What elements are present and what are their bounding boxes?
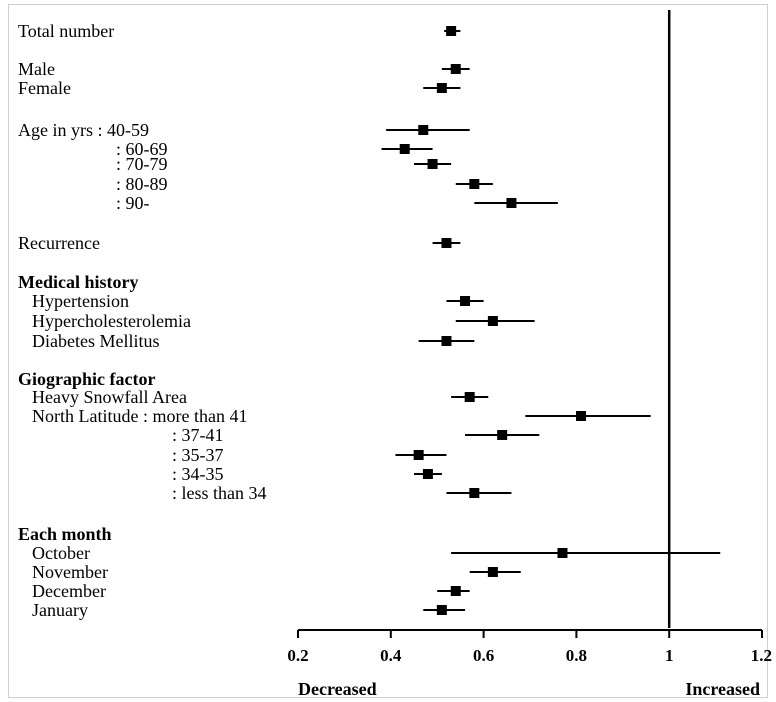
point-estimate: [506, 198, 517, 208]
point-estimate: [399, 144, 410, 154]
row-label: Hypertension: [32, 291, 129, 311]
row-label: December: [32, 581, 106, 601]
point-estimate: [469, 488, 480, 498]
row-label: Total number: [18, 21, 114, 41]
x-tick-label: 0.6: [473, 646, 494, 665]
point-estimate: [469, 179, 480, 189]
point-estimate: [436, 605, 447, 615]
x-tick-label: 1: [665, 646, 674, 665]
x-axis: 0.2 0.4 0.6 0.8 1 1.2: [287, 629, 772, 665]
row-label: October: [32, 543, 90, 563]
row-label: : 80-89: [116, 174, 168, 194]
row-label: North Latitude : more than 41: [32, 406, 247, 426]
point-estimate: [418, 125, 429, 135]
row-label: Age in yrs : 40-59: [18, 120, 149, 140]
row-label: : 60-69: [116, 139, 168, 159]
group-header: Giographic factor: [18, 369, 155, 389]
point-estimate: [557, 548, 568, 558]
point-estimate: [446, 26, 457, 36]
row-label: : less than 34: [172, 483, 267, 503]
point-estimate: [450, 586, 461, 596]
point-estimate: [497, 430, 508, 440]
chart-frame: [8, 4, 768, 698]
increased-label: Increased: [685, 679, 760, 699]
decreased-label: Decreased: [298, 679, 377, 699]
row-label: Male: [18, 59, 55, 79]
row-label: : 34-35: [172, 464, 224, 484]
row-label: Heavy Snowfall Area: [32, 387, 187, 407]
row-label: : 90-: [116, 193, 150, 213]
point-estimate: [427, 159, 438, 169]
point-estimate: [413, 450, 424, 460]
row-label: Recurrence: [18, 233, 100, 253]
point-estimate: [441, 238, 452, 248]
row-label: Female: [18, 78, 71, 98]
x-tick-label: 0.4: [380, 646, 402, 665]
row-label: : 35-37: [172, 445, 224, 465]
x-tick-label: 1.2: [751, 646, 772, 665]
point-estimate: [441, 336, 452, 346]
group-header: Each month: [18, 524, 112, 544]
point-estimate: [436, 83, 447, 93]
row-label: Hypercholesterolemia: [32, 311, 191, 331]
row-label: : 37-41: [172, 425, 224, 445]
plot-marks: [381, 10, 721, 628]
row-label: : 70-79: [116, 154, 168, 174]
point-estimate: [460, 296, 471, 306]
x-tick-label: 0.8: [566, 646, 587, 665]
row-label: January: [32, 600, 88, 620]
point-estimate: [464, 392, 475, 402]
x-tick-label: 0.2: [287, 646, 308, 665]
point-estimate: [576, 411, 587, 421]
point-estimate: [487, 316, 498, 326]
row-label: November: [32, 562, 108, 582]
row-label: Diabetes Mellitus: [32, 331, 159, 351]
point-estimate: [487, 567, 498, 577]
point-estimate: [450, 64, 461, 74]
point-estimate: [422, 469, 433, 479]
group-header: Medical history: [18, 272, 138, 292]
